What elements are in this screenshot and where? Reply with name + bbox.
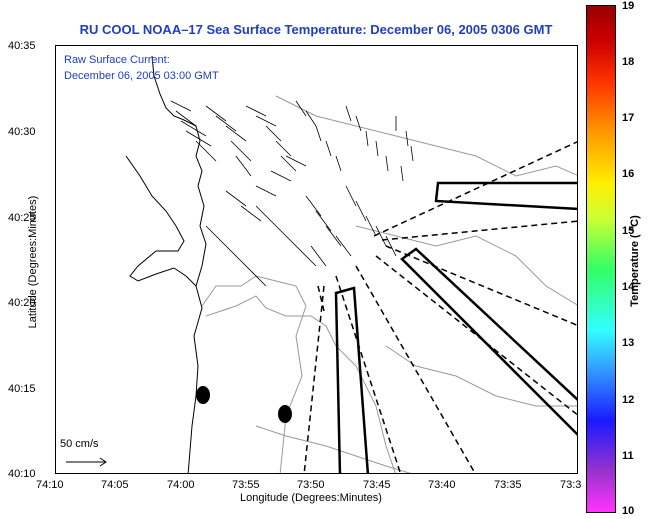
sector-wedges: [334, 181, 577, 473]
x-tick: 74:00: [167, 479, 195, 491]
colorbar-tick: 19: [622, 0, 635, 12]
bathymetry-contours: [201, 95, 577, 473]
station-marker: [278, 405, 292, 423]
y-tick: 40:25: [8, 212, 36, 224]
colorbar-tick: 15: [622, 225, 635, 237]
colorbar-label: Temperature ( °C): [629, 215, 641, 307]
colorbar-tick: 13: [622, 337, 635, 349]
y-tick: 40:20: [8, 297, 36, 309]
current-vectors: [170, 100, 414, 287]
map-canvas: [66, 55, 577, 473]
colorbar-tick: 16: [622, 168, 635, 180]
colorbar-tick: 14: [622, 281, 635, 293]
y-tick: 40:10: [8, 468, 36, 480]
map-plot-area[interactable]: [55, 45, 578, 474]
temperature-colorbar: [586, 5, 616, 513]
map-title: RU COOL NOAA–17 Sea Surface Temperature:…: [79, 22, 553, 37]
station-marker: [196, 386, 210, 404]
colorbar-tick: 10: [622, 505, 635, 517]
y-tick: 40:15: [8, 383, 36, 395]
x-tick: 73:40: [428, 479, 456, 491]
x-tick: 73:3: [560, 479, 582, 491]
inland-shore: [125, 155, 197, 287]
raw-current-date: December 06, 2005 03:00 GMT: [64, 70, 219, 82]
raw-current-label: Raw Surface Current:: [64, 54, 170, 66]
sector-boundaries: [303, 141, 577, 473]
colorbar-tick: 12: [622, 394, 635, 406]
x-tick: 74:05: [101, 479, 129, 491]
x-tick: 73:35: [494, 479, 522, 491]
x-tick: 73:55: [232, 479, 260, 491]
y-axis-label: Latitude (Degrees:Minutes): [27, 195, 39, 329]
colorbar-tick: 17: [622, 112, 635, 124]
colorbar-tick: 18: [622, 56, 635, 68]
y-tick: 40:30: [8, 126, 36, 138]
x-tick: 74:10: [36, 479, 64, 491]
coastline: [151, 55, 207, 473]
x-axis-label: Longitude (Degrees:Minutes): [240, 492, 382, 504]
y-tick: 40:35: [8, 40, 36, 52]
x-tick: 73:50: [297, 479, 325, 491]
scale-label: 50 cm/s: [60, 438, 99, 450]
colorbar-tick: 11: [622, 450, 634, 462]
x-tick: 73:45: [363, 479, 391, 491]
scale-arrow: [66, 457, 107, 467]
